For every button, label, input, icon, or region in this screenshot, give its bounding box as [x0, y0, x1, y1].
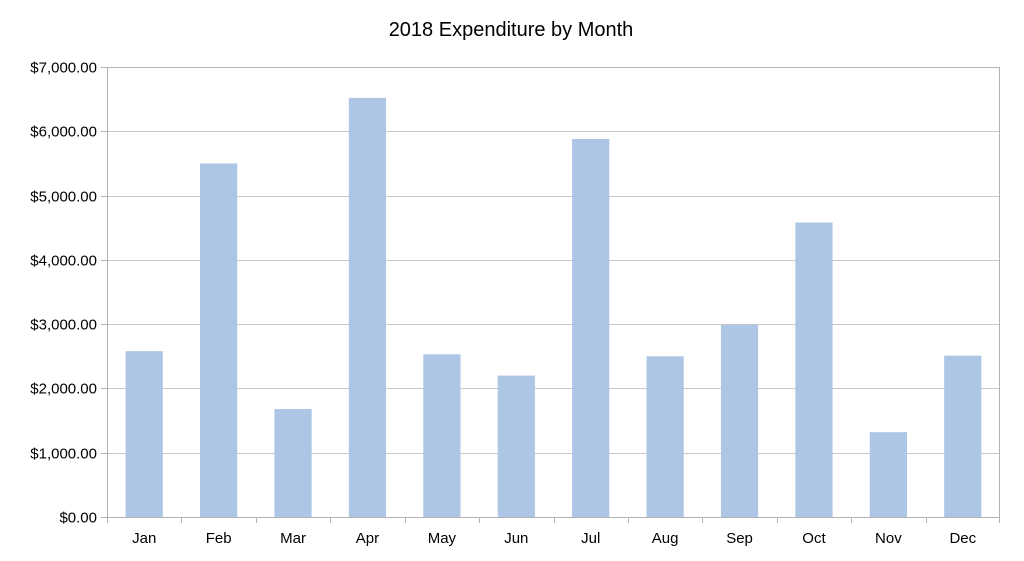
bar-mar: [274, 409, 312, 517]
x-tick-label: Jan: [132, 530, 156, 547]
bar-nov: [869, 432, 907, 517]
bar-may: [423, 354, 461, 517]
gridlines: [107, 67, 1000, 518]
bar-sep: [720, 324, 759, 517]
y-tick-label: $3,000.00: [30, 317, 97, 334]
bar-apr: [348, 97, 387, 517]
y-tick-label: $4,000.00: [30, 253, 97, 270]
axes: [101, 67, 1000, 523]
y-tick-label: $1,000.00: [30, 446, 97, 463]
x-axis-tick-labels: Jan Feb Mar Apr May Jun Jul Aug Sep Oct Nov Dec: [132, 530, 977, 547]
bar-jan: [125, 351, 163, 517]
bar-aug: [646, 356, 684, 517]
y-tick-label: $0.00: [59, 510, 97, 527]
x-tick-label: Dec: [949, 530, 976, 547]
bar-jun: [497, 375, 535, 517]
y-tick-label: $7,000.00: [30, 60, 97, 77]
chart-title: 2018 Expenditure by Month: [389, 19, 634, 41]
bars: [125, 97, 982, 518]
x-tick-label: Oct: [802, 530, 826, 547]
bar-jul: [572, 139, 610, 517]
x-tick-label: Jun: [504, 530, 528, 547]
x-tick-label: May: [428, 530, 457, 547]
bar-dec: [944, 355, 982, 517]
x-tick-label: Apr: [356, 530, 379, 547]
y-tick-label: $2,000.00: [30, 381, 97, 398]
x-tick-label: Jul: [581, 530, 600, 547]
x-tick-label: Feb: [206, 530, 232, 547]
plot-area-border: [107, 67, 1000, 518]
bar-feb: [200, 163, 238, 517]
y-tick-label: $6,000.00: [30, 124, 97, 141]
y-axis-tick-labels: $0.00 $1,000.00 $2,000.00 $3,000.00 $4,000.0…: [30, 60, 97, 527]
x-tick-label: Mar: [280, 530, 306, 547]
x-tick-label: Sep: [726, 530, 753, 547]
x-tick-label: Nov: [875, 530, 902, 547]
bar-oct: [795, 222, 833, 518]
x-tick-label: Aug: [652, 530, 679, 547]
y-tick-label: $5,000.00: [30, 189, 97, 206]
